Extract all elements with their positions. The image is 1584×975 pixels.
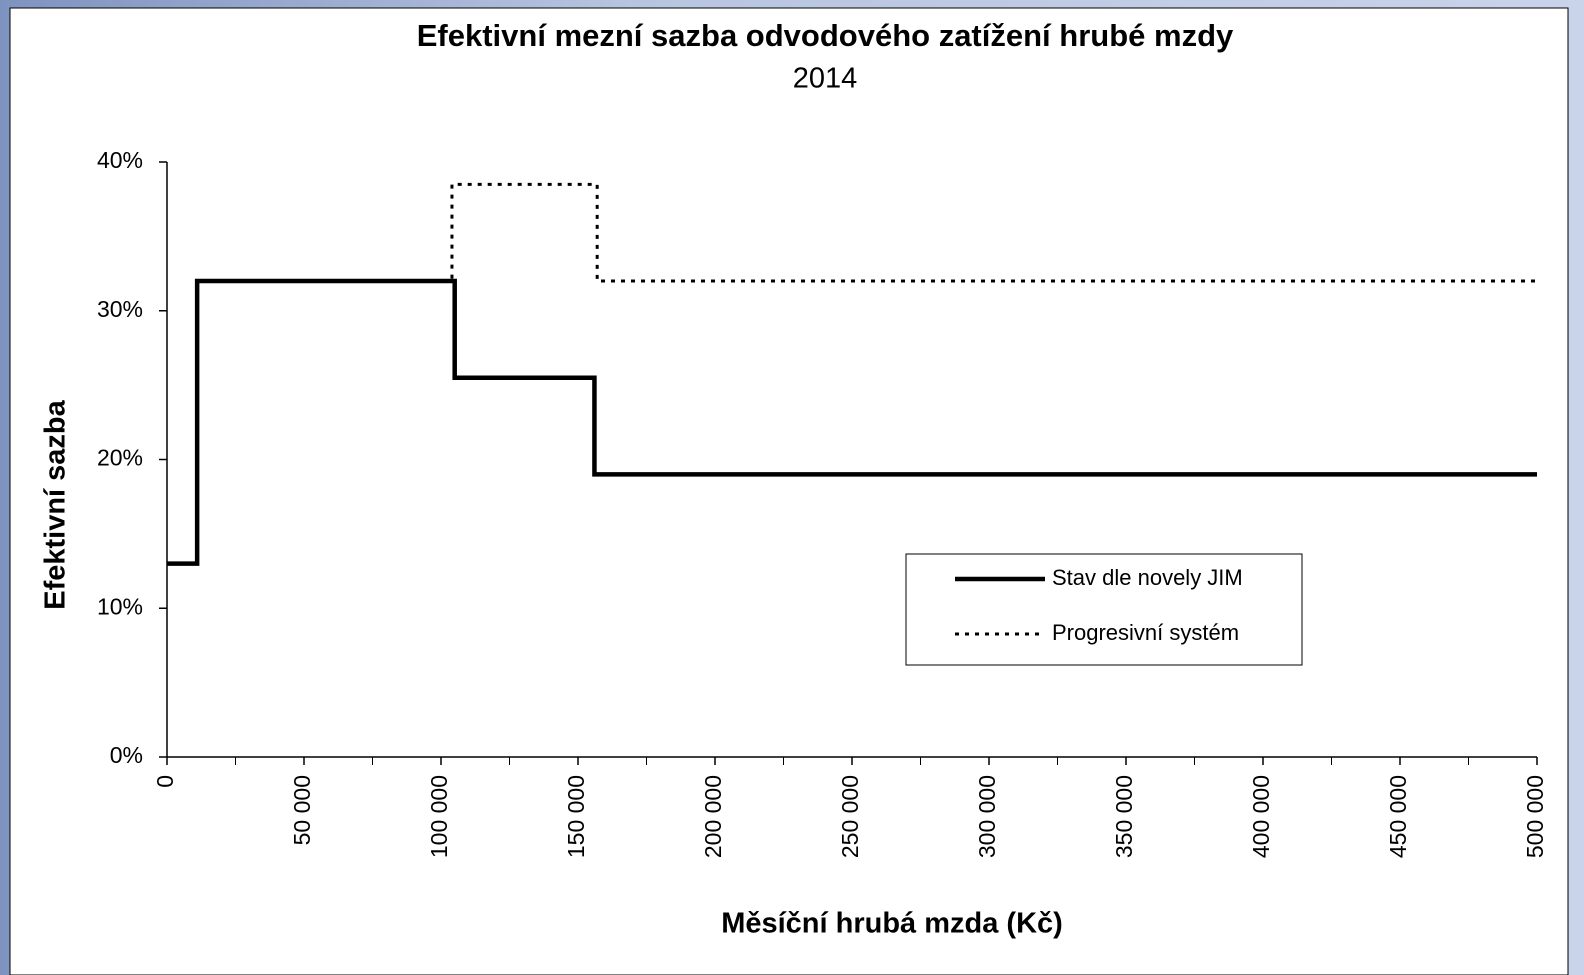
x-tick-label: 500 000: [1522, 775, 1548, 858]
chart-title: Efektivní mezní sazba odvodového zatížen…: [417, 18, 1234, 53]
x-tick-label: 150 000: [563, 775, 589, 858]
x-tick-label: 100 000: [426, 775, 452, 858]
x-tick-label: 50 000: [289, 775, 315, 845]
y-tick-label: 20%: [97, 445, 143, 471]
legend-label: Stav dle novely JIM: [1052, 565, 1243, 590]
y-tick-label: 30%: [97, 296, 143, 322]
x-tick-label: 400 000: [1248, 775, 1274, 858]
series-line: [167, 278, 1537, 566]
x-tick-label: 450 000: [1385, 775, 1411, 858]
y-axis-title: Efektivní sazba: [40, 399, 72, 609]
x-tick-label: 0: [152, 775, 178, 788]
x-tick-label: 350 000: [1111, 775, 1137, 858]
legend-label: Progresivní systém: [1052, 620, 1239, 645]
x-tick-label: 300 000: [974, 775, 1000, 858]
y-tick-label: 10%: [97, 593, 143, 619]
y-tick-label: 0%: [110, 742, 143, 768]
x-axis-title: Měsíční hrubá mzda (Kč): [721, 908, 1063, 940]
y-tick-label: 40%: [97, 147, 143, 173]
x-tick-label: 200 000: [700, 775, 726, 858]
x-tick-label: 250 000: [837, 775, 863, 858]
series-line: [167, 182, 1537, 566]
legend-box: [905, 553, 1303, 666]
chart-area: [9, 7, 1569, 975]
chart-subtitle: 2014: [793, 63, 858, 95]
